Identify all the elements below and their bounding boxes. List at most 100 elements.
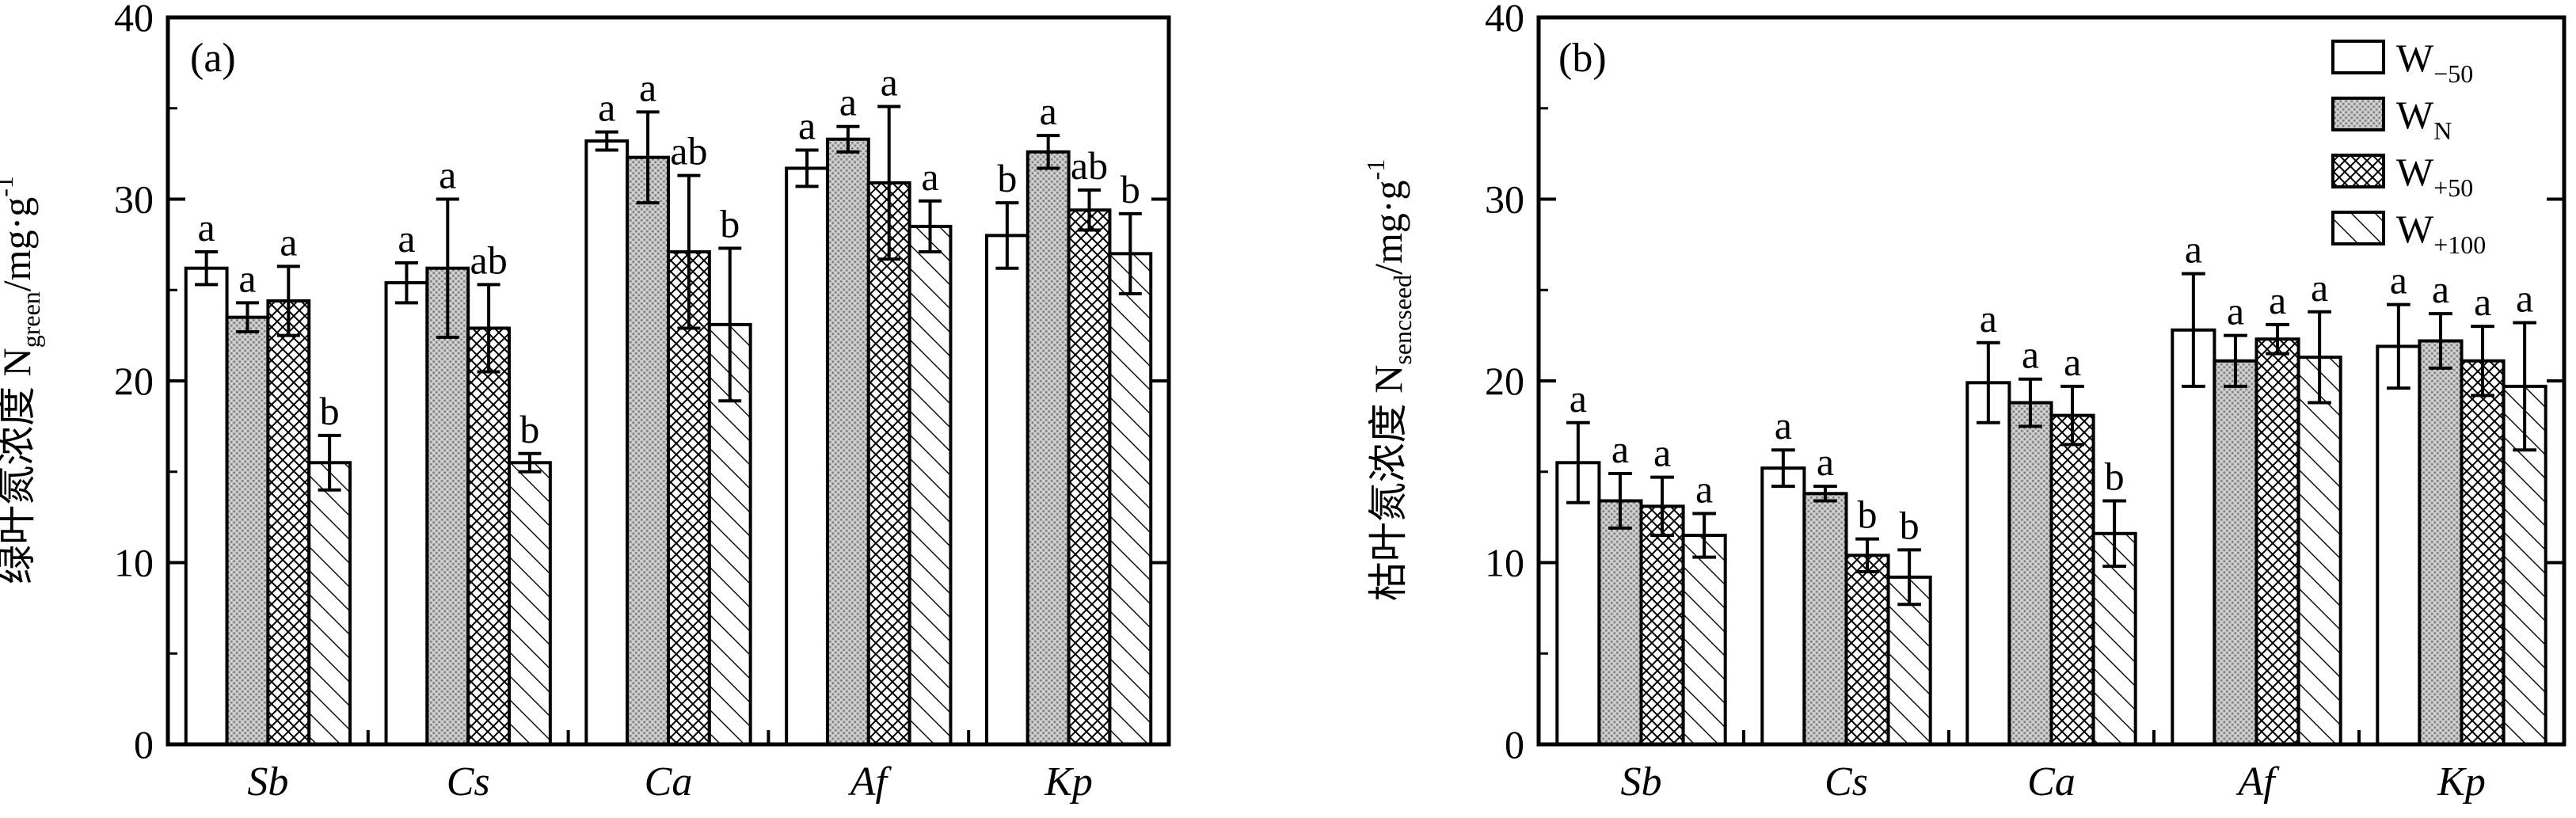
- bar-cs-s2: [425, 266, 470, 746]
- y-tick-label: 30: [1485, 177, 1524, 222]
- error-bar-sb-s4: [318, 433, 341, 492]
- error-bar-kp-s1: [995, 201, 1019, 270]
- error-bar-kp-s3: [1078, 188, 1102, 232]
- significance-letter: ab: [670, 129, 707, 173]
- bar-cs-s3: [466, 326, 512, 746]
- error-bar-kp-s2: [2429, 312, 2452, 370]
- bar-af-s3: [2254, 337, 2300, 746]
- error-bar-af-s1: [2181, 272, 2205, 388]
- panel-label: (a): [190, 36, 236, 81]
- bar-ca-s1: [584, 139, 630, 746]
- significance-letter: a: [2227, 289, 2244, 333]
- significance-letter: a: [1980, 296, 1997, 341]
- significance-letter: a: [839, 80, 857, 124]
- bar-kp-s3: [1067, 208, 1112, 746]
- y-tick-label: 0: [1505, 722, 1524, 767]
- bar-kp-s4: [1108, 252, 1153, 747]
- significance-letter: b: [1900, 503, 1920, 547]
- legend-entry-main: W: [2396, 36, 2434, 80]
- error-bar-af-s2: [836, 124, 860, 154]
- significance-letter: a: [2185, 227, 2202, 272]
- bar-kp-s1: [2376, 344, 2422, 746]
- y-tick-label: 10: [114, 541, 154, 585]
- bar-sb-s4: [1681, 534, 1727, 746]
- legend-swatch: [2331, 40, 2385, 74]
- y-axis-label-exp: -1: [1361, 159, 1390, 181]
- significance-letter: a: [598, 86, 615, 130]
- bar-cs-s4: [508, 461, 552, 747]
- legend-swatch: [2331, 154, 2385, 188]
- error-bar-kp-s4: [1118, 211, 1142, 295]
- bar-cs-s1: [1760, 466, 1806, 746]
- legend-entry-sub: +50: [2433, 173, 2473, 202]
- significance-letter: ab: [470, 238, 508, 282]
- y-axis-label-sub: sencseed: [1388, 275, 1417, 365]
- error-bar-ca-s1: [1976, 341, 2000, 424]
- legend-entry-sub: −50: [2433, 59, 2473, 88]
- significance-letter: b: [2105, 454, 2125, 498]
- y-axis-label-sub: green: [17, 291, 45, 348]
- error-bar-af-s1: [795, 148, 819, 188]
- legend-entry-sub: +100: [2433, 230, 2486, 259]
- error-bar-sb-s1: [195, 250, 219, 287]
- y-axis-label-main: 枯叶氮浓度 N: [1366, 365, 1410, 602]
- error-bar-af-s3: [877, 105, 901, 261]
- bar-sb-s1: [1555, 461, 1601, 747]
- significance-letter: a: [2022, 333, 2039, 377]
- y-tick-label: 20: [1485, 359, 1524, 403]
- significance-letter: a: [1040, 89, 1057, 133]
- error-bar-sb-s2: [235, 301, 259, 334]
- error-bar-sb-s3: [1650, 475, 1674, 538]
- significance-letter: a: [2516, 276, 2533, 321]
- bar-cs-s3: [1844, 554, 1890, 746]
- legend-entry-sub: N: [2433, 116, 2452, 145]
- error-bar-af-s4: [919, 199, 942, 254]
- x-category-label: Af: [2235, 759, 2280, 805]
- error-bar-af-s2: [2224, 333, 2247, 388]
- error-bar-kp-s1: [2386, 302, 2410, 390]
- panel-label: (b): [1558, 36, 1607, 81]
- legend-entry-main: W: [2396, 93, 2434, 137]
- significance-letter: b: [519, 407, 539, 451]
- significance-letter: a: [798, 104, 816, 148]
- bar-af-s3: [866, 181, 911, 747]
- bar-kp-s2: [2418, 339, 2464, 746]
- error-bar-sb-s1: [1566, 420, 1590, 504]
- bar-cs-s2: [1802, 492, 1848, 746]
- bar-ca-s1: [1965, 381, 2011, 746]
- error-bar-cs-s2: [1813, 485, 1837, 503]
- bar-sb-s3: [1639, 504, 1685, 746]
- error-bar-cs-s2: [436, 197, 459, 339]
- y-axis-label-unit: /mg·g: [1366, 180, 1410, 274]
- error-bar-ca-s4: [2102, 499, 2127, 569]
- bar-ca-s2: [626, 155, 671, 746]
- error-bar-ca-s3: [677, 173, 701, 330]
- x-category-label: Sb: [1621, 759, 1662, 805]
- significance-letter: b: [1858, 493, 1878, 537]
- significance-letter: b: [1121, 167, 1140, 211]
- x-category-label: Sb: [247, 759, 288, 805]
- significance-letter: a: [2064, 340, 2081, 384]
- significance-letter: a: [439, 153, 456, 197]
- error-bar-cs-s1: [394, 261, 418, 305]
- bar-af-s2: [2213, 359, 2258, 746]
- legend-swatch: [2331, 97, 2385, 131]
- error-bar-ca-s1: [595, 130, 618, 152]
- bar-sb-s1: [184, 266, 229, 746]
- significance-letter: ab: [1071, 143, 1108, 188]
- y-tick-label: 20: [114, 359, 154, 403]
- significance-letter: a: [1653, 431, 1671, 475]
- x-category-label: Cs: [1825, 759, 1868, 805]
- bar-af-s1: [785, 166, 829, 747]
- y-axis-label-exp: -1: [0, 176, 18, 197]
- error-bar-cs-s1: [1771, 448, 1795, 489]
- error-bar-cs-s4: [1897, 548, 1922, 607]
- legend-swatch: [2331, 211, 2385, 245]
- significance-letter: a: [1611, 427, 1629, 471]
- significance-letter: a: [280, 219, 297, 264]
- y-axis-label: 枯叶氮浓度 Nsencseed/mg·g-1: [1361, 159, 1417, 601]
- y-tick-label: 40: [1485, 0, 1524, 40]
- x-category-label: Ca: [645, 759, 693, 805]
- y-axis-label: 绿叶氮浓度 Ngreen/mg·g-1: [0, 176, 45, 584]
